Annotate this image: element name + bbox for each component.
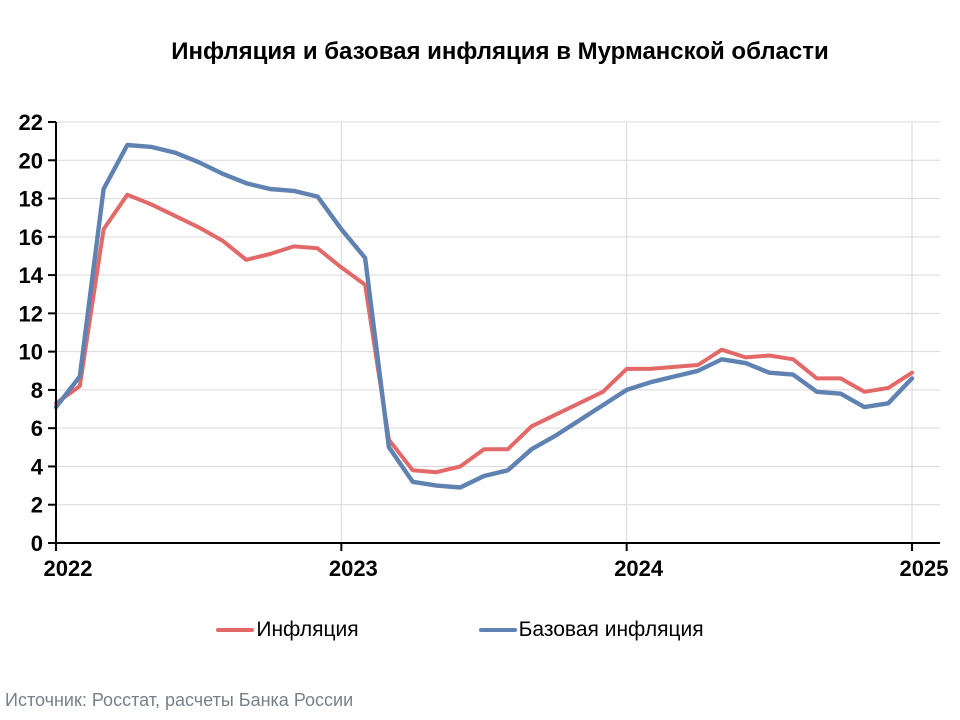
x-tick-label: 2025 bbox=[900, 556, 949, 581]
source-note: Источник: Росстат, расчеты Банка России bbox=[5, 690, 354, 710]
chart-legend: Инфляция Базовая инфляция bbox=[0, 618, 920, 642]
y-tick-label: 0 bbox=[31, 531, 43, 556]
legend-label-core-inflation: Базовая инфляция bbox=[518, 618, 704, 641]
y-tick-label: 10 bbox=[19, 340, 43, 365]
y-tick-label: 2 bbox=[31, 493, 43, 518]
y-tick-label: 4 bbox=[31, 454, 44, 479]
core-inflation-line bbox=[53, 142, 915, 490]
legend-item-inflation: Инфляция bbox=[216, 618, 359, 642]
y-tick-label: 6 bbox=[31, 416, 43, 441]
x-tick-label: 2024 bbox=[614, 556, 664, 581]
inflation-line bbox=[54, 192, 914, 475]
legend-label-inflation: Инфляция bbox=[256, 618, 359, 641]
y-tick-label: 22 bbox=[19, 110, 43, 135]
y-tick-label: 12 bbox=[19, 301, 43, 326]
y-tick-label: 18 bbox=[19, 187, 43, 212]
gridlines bbox=[56, 121, 940, 543]
y-tick-label: 16 bbox=[19, 225, 43, 250]
inflation-line-swatch bbox=[216, 628, 255, 632]
y-tick-label: 8 bbox=[31, 378, 43, 403]
y-tick-label: 20 bbox=[19, 148, 43, 173]
core-inflation-line-swatch bbox=[478, 628, 517, 632]
chart-title: Инфляция и базовая инфляция в Мурманской… bbox=[171, 38, 829, 65]
x-tick-label: 2023 bbox=[329, 556, 378, 581]
legend-item-core-inflation: Базовая инфляция bbox=[478, 618, 704, 642]
y-tick-label: 14 bbox=[19, 263, 44, 288]
x-tick-label: 2022 bbox=[44, 556, 93, 581]
